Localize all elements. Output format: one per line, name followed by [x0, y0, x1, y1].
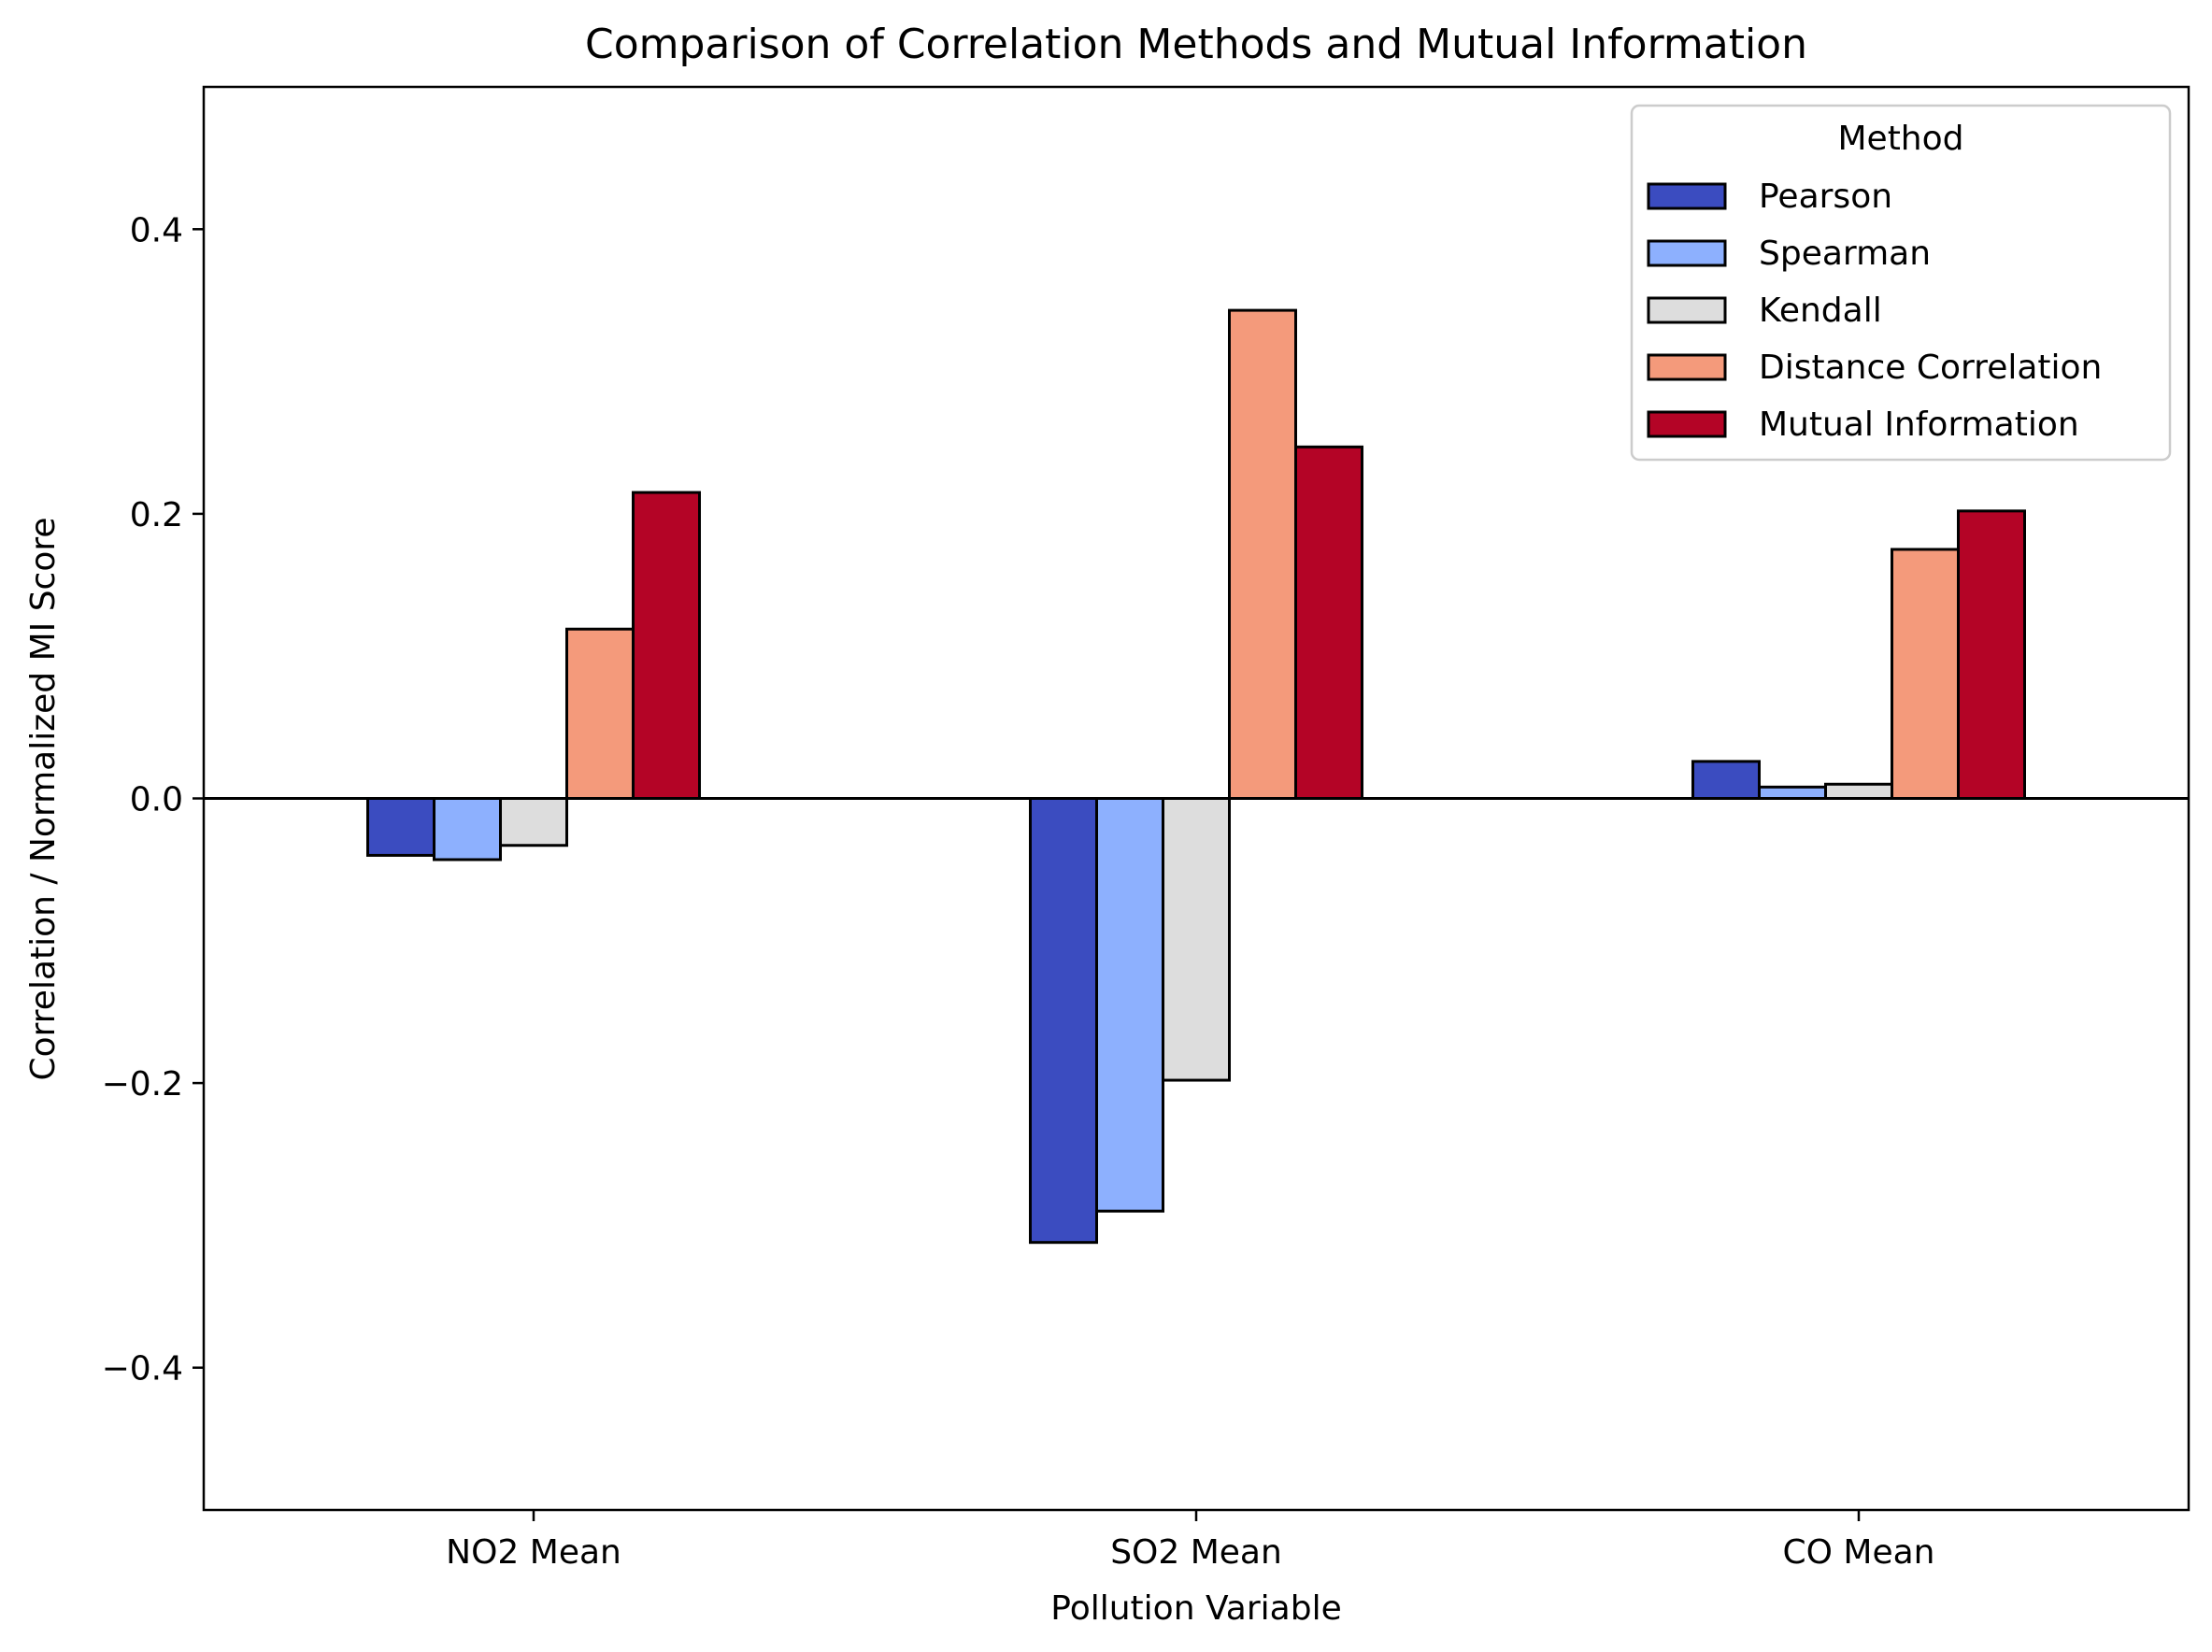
legend-swatch-mutual-information	[1647, 410, 1727, 438]
bar-co-mean-spearman	[1758, 785, 1827, 800]
legend-label-pearson: Pearson	[1759, 178, 1892, 216]
legend-box	[1630, 104, 2172, 462]
x-tick-label: NO2 Mean	[446, 1533, 621, 1572]
legend-swatch-distance-correlation	[1647, 353, 1727, 381]
x-tick-label: CO Mean	[1782, 1533, 1934, 1572]
bar-no2-mean-pearson	[366, 797, 435, 857]
bar-no2-mean-distance-correlation	[565, 627, 635, 800]
y-axis-label: Correlation / Normalized MI Score	[24, 517, 63, 1080]
x-tick-label: SO2 Mean	[1110, 1533, 1282, 1572]
bar-so2-mean-distance-correlation	[1228, 308, 1297, 800]
legend-label-mutual-information: Mutual Information	[1759, 406, 2079, 444]
bar-so2-mean-pearson	[1029, 797, 1098, 1245]
plot-frame	[202, 85, 2191, 1512]
bar-no2-mean-mutual-information	[632, 491, 701, 800]
legend-label-kendall: Kendall	[1759, 292, 1882, 330]
legend-swatch-spearman	[1647, 239, 1727, 267]
bar-so2-mean-kendall	[1162, 797, 1231, 1082]
bar-no2-mean-spearman	[433, 797, 502, 862]
bar-so2-mean-mutual-information	[1294, 445, 1363, 800]
legend-label-distance-correlation: Distance Correlation	[1759, 349, 2102, 387]
bar-co-mean-distance-correlation	[1891, 548, 1960, 800]
chart-title: Comparison of Correlation Methods and Mu…	[585, 21, 1807, 68]
legend-swatch-pearson	[1647, 182, 1727, 210]
bar-co-mean-mutual-information	[1957, 509, 2026, 800]
x-axis-label: Pollution Variable	[1050, 1589, 1341, 1628]
y-tick-label: 0.0	[130, 781, 183, 819]
legend-title: Method	[1837, 120, 1963, 158]
legend-label-spearman: Spearman	[1759, 235, 1931, 273]
bar-no2-mean-kendall	[499, 797, 568, 847]
legend: Method Pearson Spearman Kendall Distance Co…	[1630, 104, 2172, 462]
y-tick-label: 0.4	[130, 211, 183, 249]
y-tick-label: 0.2	[130, 496, 183, 534]
legend-swatch-kendall	[1647, 296, 1727, 324]
bar-co-mean-kendall	[1824, 782, 1893, 801]
y-tick-label: −0.2	[102, 1065, 183, 1104]
plot-area: −0.4 −0.2 0.0 0.2 0.4 NO2 Mean SO2 Mean CO Mean	[102, 211, 2189, 1572]
bar-co-mean-pearson	[1691, 760, 1761, 800]
y-tick-label: −0.4	[102, 1350, 183, 1389]
bar-so2-mean-spearman	[1095, 797, 1164, 1213]
